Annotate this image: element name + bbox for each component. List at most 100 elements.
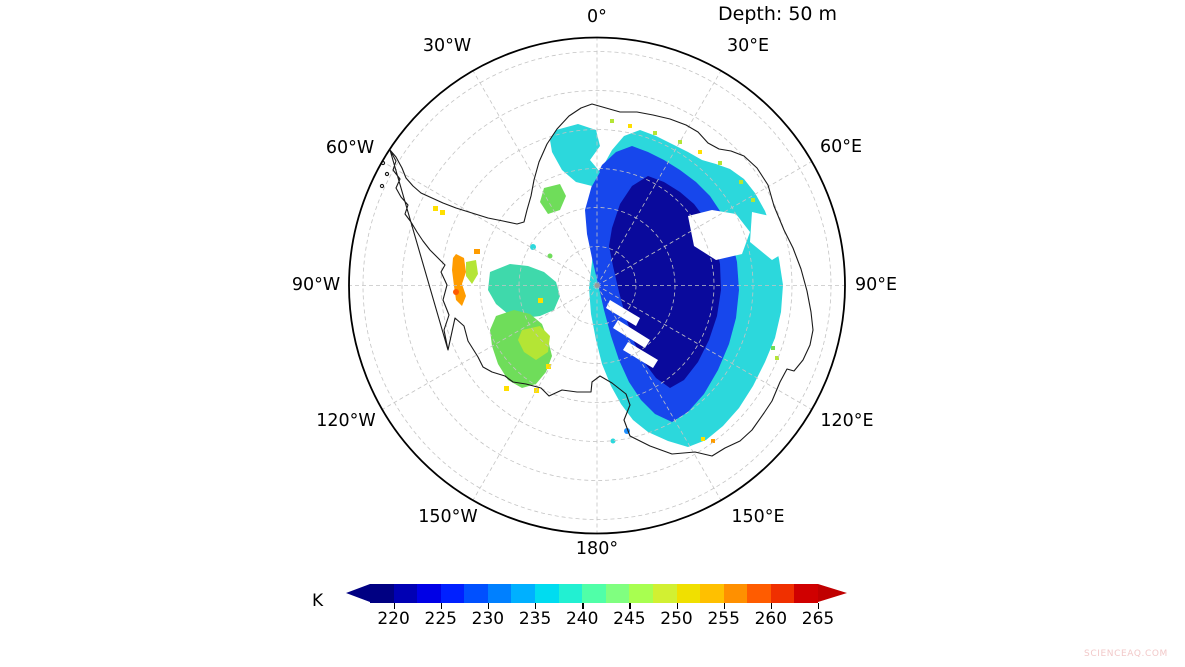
data-speck (453, 289, 459, 295)
colorbar-under-arrow (346, 584, 370, 602)
colorbar-tickmark (487, 603, 490, 609)
lon-label-90w: 90°W (292, 275, 340, 295)
data-speck (440, 210, 445, 215)
lon-label-0: 0° (587, 7, 607, 27)
colorbar-tickmark (582, 603, 584, 609)
colorbar-tick-label: 245 (613, 609, 646, 629)
lon-label-180: 180° (576, 539, 618, 559)
pole-marker (594, 283, 600, 288)
colorbar-segment (582, 584, 606, 603)
colorbar-segment (676, 584, 701, 603)
data-speck (751, 198, 755, 202)
map-boundary-circle (348, 36, 846, 535)
colorbar-segment (723, 584, 748, 603)
colorbar-segment (535, 584, 559, 603)
watermark: SCIENCEAQ.COM (1084, 649, 1168, 659)
lon-label-150e: 150°E (731, 507, 784, 527)
lon-label-60w: 60°W (326, 138, 374, 158)
colorbar-tick-label: 265 (801, 609, 835, 629)
lon-label-30e: 30°E (727, 36, 769, 56)
data-speck (718, 161, 722, 165)
west-antarctica-yellowgreen (518, 326, 550, 360)
colorbar-over-arrow (818, 584, 847, 602)
data-speck (628, 124, 632, 128)
colorbar-tickmark (818, 603, 820, 609)
colorbar-segment (770, 584, 795, 603)
data-speck (711, 439, 715, 443)
data-speck (546, 364, 551, 369)
dml-cyan-patch (550, 124, 600, 186)
data-speck (653, 131, 657, 135)
colorbar-tick-label: 235 (518, 609, 552, 629)
lon-label-120w: 120°W (316, 411, 375, 431)
colorbar-segments (370, 584, 818, 603)
dml-green-patch (540, 184, 566, 214)
colorbar-tick-label: 260 (754, 609, 788, 629)
colorbar-tickmark (770, 603, 773, 609)
colorbar-segment (464, 584, 488, 603)
colorbar-segment (794, 584, 818, 603)
colorbar-tick-label: 255 (707, 609, 740, 629)
colorbar-segment (747, 584, 771, 603)
meridian-gridline (596, 285, 812, 410)
data-gap (688, 210, 750, 260)
figure-title: Depth: 50 m (718, 3, 838, 25)
colorbar-tickmark (393, 603, 395, 609)
data-speck (678, 140, 682, 144)
colorbar-segment (417, 584, 441, 603)
colorbar-tickmark (440, 603, 443, 609)
data-speck (433, 206, 438, 211)
colorbar-tick-label: 250 (660, 609, 693, 629)
longitude-labels: 0° 30°E 60°E 90°E 120°E 150°E 180° 150°W… (292, 7, 897, 559)
colorbar-tickmark (629, 603, 631, 609)
data-speck (771, 346, 775, 350)
colorbar-tickmark (535, 603, 537, 609)
colorbar-tickmark (723, 603, 726, 609)
data-gap (606, 300, 640, 326)
lon-label-30w: 30°W (423, 36, 471, 56)
lon-label-60e: 60°E (820, 137, 862, 157)
temperature-field (433, 119, 795, 447)
colorbar-segment (511, 584, 536, 603)
colorbar-tickmark (676, 603, 678, 609)
data-speck (739, 180, 743, 184)
meridian-gridline (472, 70, 598, 286)
meridian-gridline (382, 161, 598, 286)
peninsula-orange-strip (452, 254, 466, 306)
colorbar-segment (558, 584, 583, 603)
colorbar-tick-label: 230 (471, 609, 505, 629)
colorbar-tick-label: 225 (424, 609, 457, 629)
parallel-gridline (479, 168, 715, 403)
data-speck (610, 119, 614, 123)
lon-label-120e: 120°E (820, 411, 873, 431)
data-speck (538, 298, 543, 303)
island (384, 171, 390, 177)
data-speck (474, 249, 480, 254)
colorbar-tick-label: 240 (565, 609, 599, 629)
data-gap (613, 320, 650, 348)
peninsula-yellowgreen-strip (466, 260, 478, 284)
colorbar-segment (629, 584, 653, 603)
parallel-gridline (401, 90, 793, 481)
west-antarctica-teal (488, 264, 560, 318)
colorbar-unit-label: K (312, 591, 324, 611)
meridian-gridline (472, 285, 598, 501)
lon-label-150w: 150°W (418, 507, 477, 527)
data-gap (750, 212, 795, 260)
meridian-gridline (596, 70, 722, 286)
colorbar-segment (370, 584, 394, 603)
data-speck (698, 150, 702, 154)
colorbar-segment (487, 584, 512, 603)
colorbar-segment (393, 584, 418, 603)
colorbar-segment (652, 584, 677, 603)
data-speck (775, 356, 779, 360)
data-gap (623, 342, 658, 368)
data-speck (530, 244, 536, 250)
colorbar-segment (605, 584, 630, 603)
colorbar-segment (700, 584, 724, 603)
graticule (349, 37, 845, 534)
meridian-gridline (596, 285, 722, 501)
meridian-gridline (596, 161, 812, 286)
